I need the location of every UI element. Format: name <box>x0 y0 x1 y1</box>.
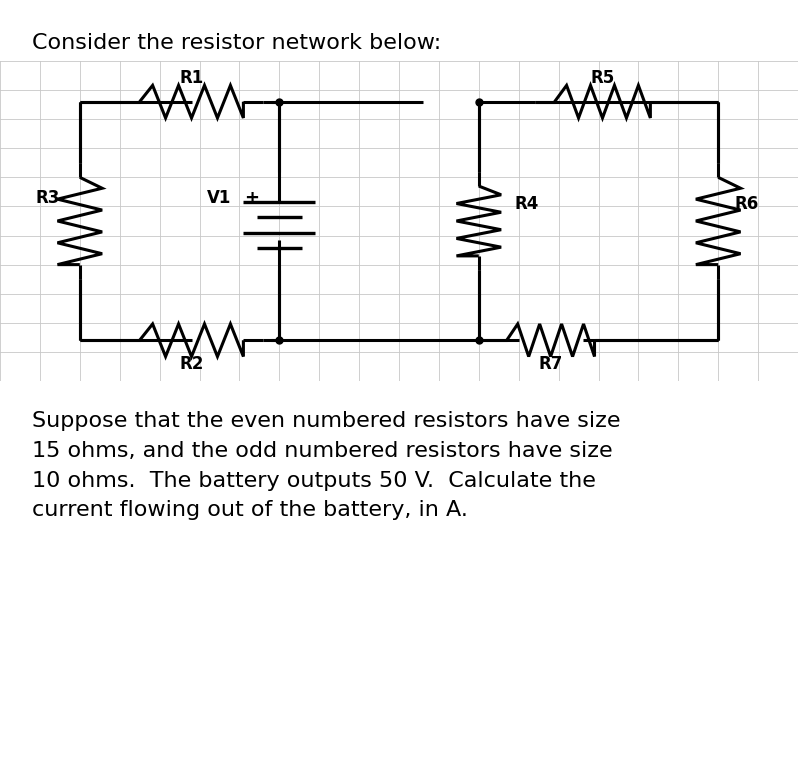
Text: R6: R6 <box>734 194 758 213</box>
Text: R7: R7 <box>539 355 563 373</box>
Text: R2: R2 <box>180 355 203 373</box>
Text: R5: R5 <box>591 69 614 87</box>
Text: V1: V1 <box>207 189 231 207</box>
Text: Consider the resistor network below:: Consider the resistor network below: <box>32 33 441 53</box>
Text: Suppose that the even numbered resistors have size
15 ohms, and the odd numbered: Suppose that the even numbered resistors… <box>32 411 620 520</box>
Text: R3: R3 <box>35 189 60 207</box>
Text: R1: R1 <box>180 69 203 87</box>
Text: R4: R4 <box>515 194 539 213</box>
Text: +: + <box>244 189 259 207</box>
